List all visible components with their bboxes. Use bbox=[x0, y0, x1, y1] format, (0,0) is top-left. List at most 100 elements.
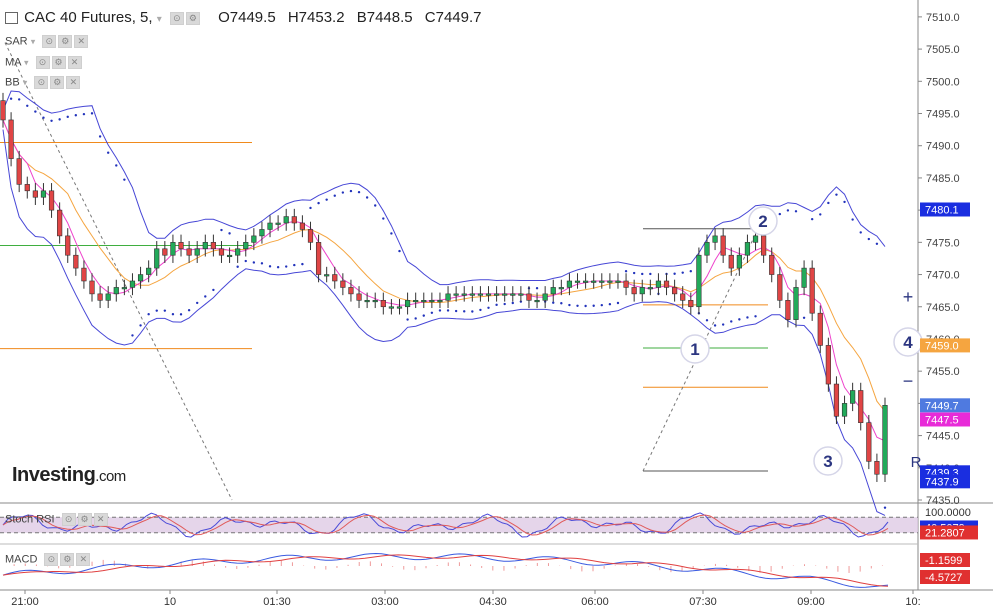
candle-body bbox=[121, 287, 127, 290]
close-icon[interactable]: ✕ bbox=[67, 56, 82, 69]
settings-icon[interactable]: ⚙ bbox=[60, 553, 75, 566]
settings-icon[interactable]: ⚙ bbox=[58, 35, 73, 48]
visibility-icon[interactable]: ⊙ bbox=[44, 553, 59, 566]
candle-body bbox=[639, 287, 645, 295]
y-tick-label: 7510.0 bbox=[926, 12, 960, 24]
candle-body bbox=[518, 293, 524, 296]
price-label-text: 7459.0 bbox=[925, 340, 959, 352]
indicator-ma[interactable]: MA ▾ ⊙ ⚙ ✕ bbox=[5, 56, 84, 69]
annotation-label: 2 bbox=[758, 212, 767, 231]
sar-dot bbox=[875, 242, 879, 245]
candle-body bbox=[16, 158, 22, 185]
sar-dot bbox=[592, 304, 595, 307]
visibility-icon[interactable]: ⊙ bbox=[35, 56, 50, 69]
close-icon[interactable]: ✕ bbox=[66, 76, 81, 89]
price-label-bg bbox=[920, 202, 970, 217]
candle-body bbox=[97, 293, 103, 301]
candle-body bbox=[437, 300, 443, 303]
visibility-icon[interactable]: ⊙ bbox=[61, 513, 76, 526]
sar-dot bbox=[406, 318, 409, 321]
candle-body bbox=[688, 300, 694, 308]
sar-dot bbox=[115, 164, 118, 167]
sar-dot bbox=[309, 206, 312, 210]
panel-label-macd[interactable]: MACD ⊙ ⚙ ✕ bbox=[5, 553, 92, 566]
indicator-sar[interactable]: SAR ▾ ⊙ ⚙ ✕ bbox=[5, 35, 90, 48]
candle-body bbox=[81, 267, 87, 282]
price-label-bg bbox=[920, 398, 970, 413]
dropdown-icon[interactable]: ▾ bbox=[23, 57, 29, 68]
sar-dot bbox=[519, 300, 523, 303]
header-buttons: ⊙ ⚙ bbox=[169, 10, 202, 27]
dropdown-icon[interactable]: ▾ bbox=[30, 36, 36, 47]
candle-body bbox=[267, 222, 273, 230]
candle-body bbox=[332, 274, 338, 282]
sar-dot bbox=[859, 231, 862, 234]
price-label: 7480.1 bbox=[920, 202, 970, 217]
sar-dot bbox=[139, 324, 142, 327]
sar-dot bbox=[843, 200, 846, 204]
settings-icon[interactable]: ⚙ bbox=[51, 56, 66, 69]
chart-control-button[interactable]: R bbox=[911, 454, 922, 471]
close-icon[interactable]: ✕ bbox=[74, 35, 89, 48]
settings-icon[interactable]: ⚙ bbox=[77, 513, 92, 526]
title-dropdown-icon[interactable]: ▾ bbox=[156, 14, 162, 25]
y-tick-label: 7490.0 bbox=[926, 141, 960, 153]
chart-title[interactable]: CAC 40 Futures, 5, bbox=[24, 9, 153, 26]
sar-dot bbox=[390, 232, 393, 235]
candle-body bbox=[348, 287, 354, 295]
chart-control-button[interactable]: + bbox=[903, 287, 914, 307]
candle-body bbox=[461, 293, 467, 296]
visibility-icon[interactable]: ⊙ bbox=[169, 12, 184, 26]
value-label-text: 21.2807 bbox=[925, 527, 965, 539]
candle-body bbox=[40, 190, 47, 198]
chart-control-button[interactable]: − bbox=[903, 371, 914, 391]
candle-body bbox=[129, 280, 136, 288]
sar-dot bbox=[778, 212, 782, 216]
x-tick-label: 04:30 bbox=[479, 596, 507, 608]
dropdown-icon[interactable]: ▾ bbox=[22, 77, 28, 88]
close-icon[interactable]: ✕ bbox=[76, 553, 91, 566]
sar-dot bbox=[66, 115, 69, 119]
candle-body bbox=[833, 383, 840, 417]
candle-body bbox=[761, 235, 767, 256]
settings-icon[interactable]: ⚙ bbox=[50, 76, 65, 89]
panel-label-stoch-rsi[interactable]: Stoch RSI ⊙ ⚙ ✕ bbox=[5, 513, 110, 526]
sar-dot bbox=[365, 196, 369, 199]
candle-body bbox=[866, 422, 872, 462]
settings-icon[interactable]: ⚙ bbox=[185, 12, 200, 26]
y-tick-label: 7475.0 bbox=[926, 237, 960, 249]
close-icon[interactable]: ✕ bbox=[93, 513, 108, 526]
sar-dot bbox=[819, 213, 822, 216]
sar-dot bbox=[252, 261, 256, 264]
candle-body bbox=[574, 280, 581, 283]
sar-dot bbox=[883, 506, 887, 509]
sar-dot bbox=[179, 313, 183, 316]
candle-body bbox=[502, 293, 508, 296]
stoch-rsi-d-line bbox=[2, 514, 889, 536]
annotation-circle bbox=[813, 446, 843, 476]
candle-body bbox=[647, 287, 653, 290]
price-label-text: 7437.9 bbox=[925, 476, 959, 488]
sar-dot bbox=[560, 302, 563, 305]
candle-body bbox=[631, 287, 637, 295]
y-tick-label: 7505.0 bbox=[926, 44, 960, 56]
candle-body bbox=[785, 300, 791, 320]
sar-dot bbox=[171, 312, 175, 316]
sar-dot bbox=[802, 316, 806, 319]
visibility-icon[interactable]: ⊙ bbox=[34, 76, 49, 89]
open-value: O7449.5 bbox=[218, 9, 276, 26]
x-tick-label: 03:00 bbox=[371, 596, 399, 608]
chart-menu-icon[interactable] bbox=[5, 12, 18, 25]
sar-dot bbox=[487, 306, 490, 310]
sar-dot bbox=[495, 303, 498, 307]
sar-dot bbox=[746, 316, 749, 319]
sar-dot bbox=[220, 228, 223, 232]
indicator-bb[interactable]: BB ▾ ⊙ ⚙ ✕ bbox=[5, 76, 82, 89]
visibility-icon[interactable]: ⊙ bbox=[42, 35, 57, 48]
x-tick-label: 10 bbox=[164, 596, 176, 608]
price-label-bg bbox=[920, 474, 970, 489]
sar-dot bbox=[649, 272, 652, 276]
annotation-label: 4 bbox=[903, 333, 913, 352]
sar-dot bbox=[333, 194, 336, 197]
